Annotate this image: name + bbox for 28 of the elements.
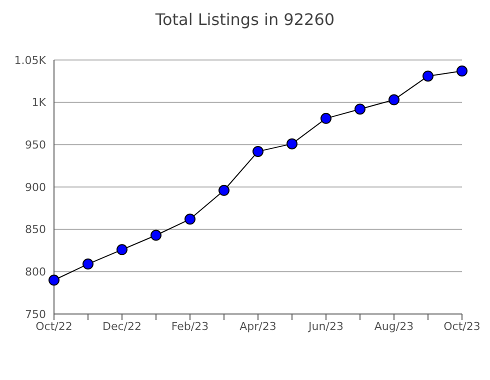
- y-tick-label: 1K: [32, 96, 47, 110]
- point: [422, 70, 434, 82]
- y-tick-label: 950: [25, 138, 46, 152]
- point: [388, 94, 400, 106]
- y-tick-label: 850: [25, 223, 46, 236]
- chart-title: Total Listings in 92260: [154, 9, 336, 31]
- point: [150, 230, 162, 241]
- x-tick-label: Oct/23: [444, 320, 480, 333]
- x-tick-label: Jun/23: [308, 320, 344, 333]
- x-tick-label: Apr/23: [240, 320, 276, 333]
- y-tick-label: 800: [25, 266, 46, 279]
- point: [82, 258, 94, 270]
- x-tick-label: Dec/22: [102, 320, 142, 333]
- x-tick-label: Oct/22: [36, 320, 72, 333]
- y-tick-label: 750: [25, 308, 46, 321]
- point: [320, 112, 332, 124]
- point: [286, 138, 298, 150]
- point: [456, 66, 468, 77]
- y-tick-label: 1.05K: [14, 54, 47, 67]
- x-tick-label: Feb/23: [171, 320, 209, 333]
- point: [252, 146, 264, 157]
- x-tick-label: Aug/23: [374, 320, 414, 333]
- point: [48, 274, 60, 286]
- point: [354, 104, 366, 115]
- point: [218, 184, 230, 196]
- point: [184, 214, 196, 225]
- point: [116, 244, 128, 256]
- y-tick-label: 900: [25, 180, 46, 194]
